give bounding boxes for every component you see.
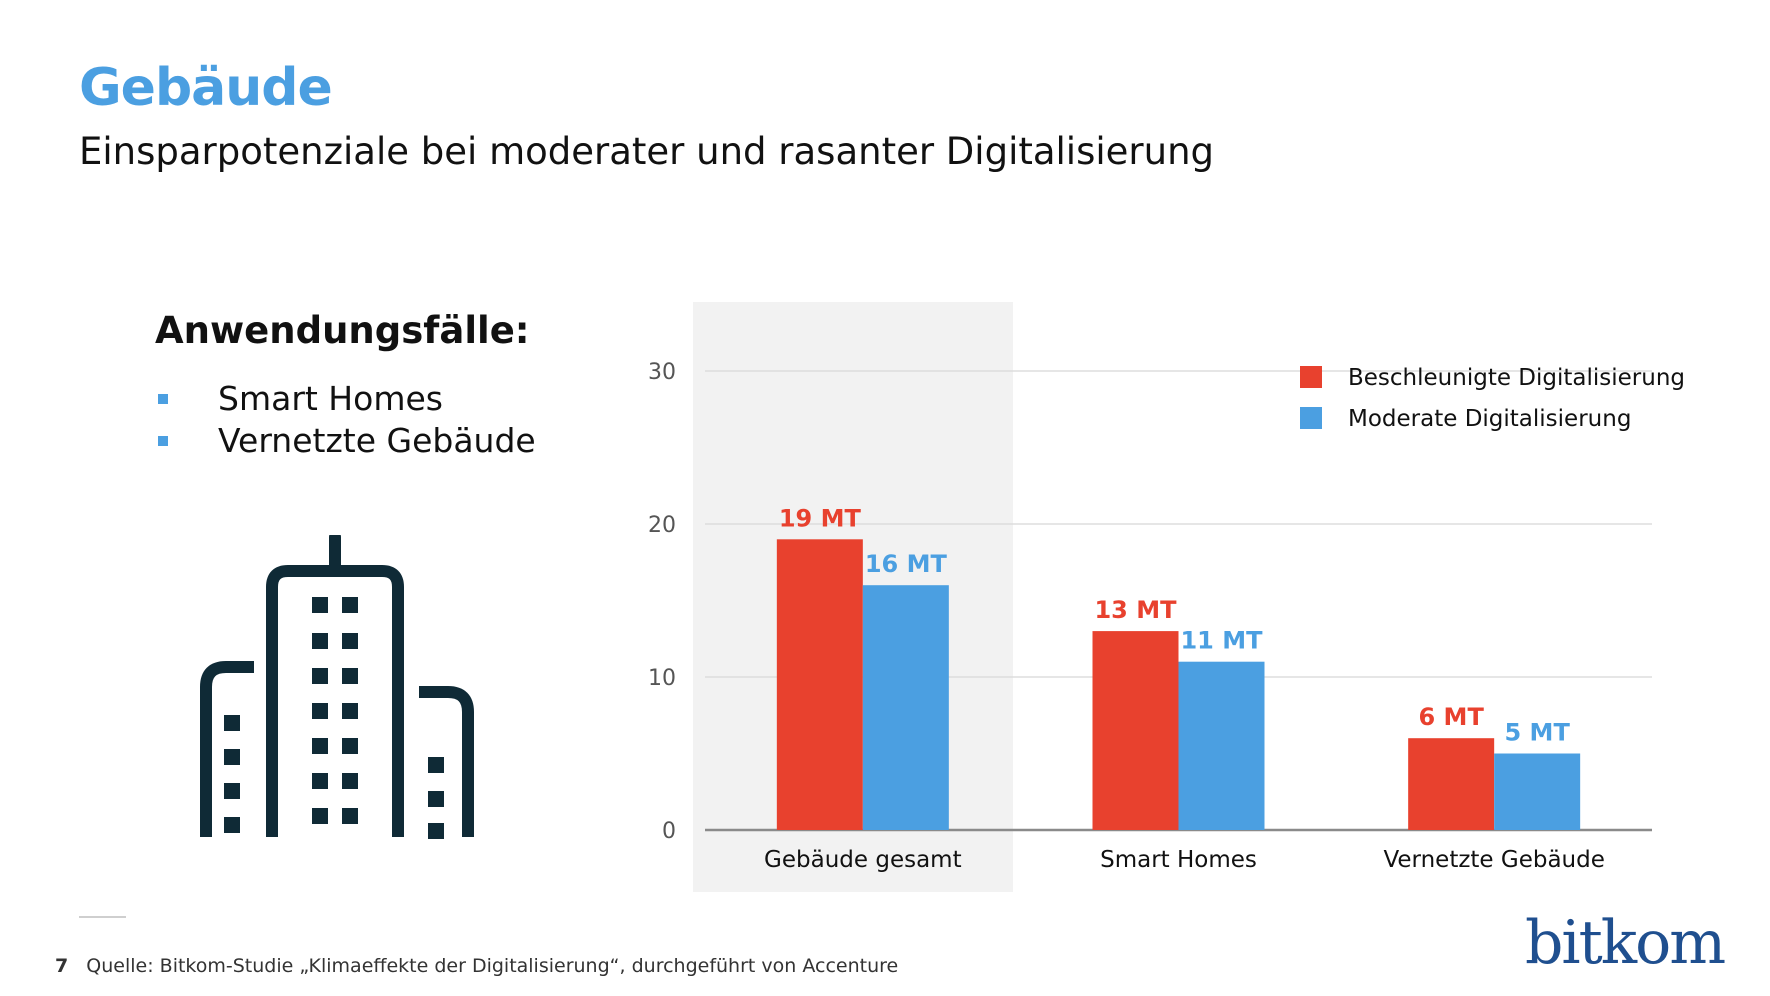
legend-swatch: [1300, 407, 1322, 429]
bar-value-label: 16 MT: [865, 550, 948, 578]
bar-value-label: 19 MT: [779, 504, 862, 532]
legend-label: Moderate Digitalisierung: [1348, 406, 1631, 432]
tower-outline: [266, 565, 404, 837]
use-cases-heading: Anwendungsfälle:: [155, 309, 530, 352]
window: [224, 749, 240, 765]
bar: [1178, 661, 1265, 830]
right-wing-outline: [419, 686, 474, 837]
x-tick-label: Vernetzte Gebäude: [1383, 847, 1604, 873]
bar: [1092, 631, 1179, 830]
x-tick-label: Smart Homes: [1100, 847, 1257, 873]
window: [312, 633, 328, 649]
footer-divider: [79, 916, 126, 918]
window: [428, 757, 444, 773]
window: [312, 738, 328, 754]
window: [342, 738, 358, 754]
bar-value-label: 5 MT: [1505, 719, 1571, 747]
page-number: 7: [55, 955, 69, 977]
building-icon: [200, 535, 474, 839]
use-case-label: Vernetzte Gebäude: [218, 421, 536, 460]
window: [428, 791, 444, 807]
source-text: Quelle: Bitkom-Studie „Klimaeffekte der …: [86, 955, 899, 977]
window: [224, 817, 240, 833]
bar-value-label: 6 MT: [1419, 703, 1485, 731]
slide-subtitle: Einsparpotenziale bei moderater und rasa…: [79, 130, 1215, 173]
window: [428, 823, 444, 839]
window: [342, 668, 358, 684]
legend-swatch: [1300, 366, 1322, 388]
window: [312, 808, 328, 824]
window: [312, 597, 328, 613]
window: [312, 773, 328, 789]
bar: [1408, 738, 1495, 830]
bar-value-label: 13 MT: [1094, 596, 1177, 624]
y-tick-label: 20: [648, 513, 676, 538]
bar-value-label: 11 MT: [1180, 627, 1263, 655]
y-tick-label: 30: [648, 360, 676, 385]
bar: [1494, 753, 1581, 830]
bitkom-logo: bitkom: [1525, 908, 1726, 978]
window: [312, 668, 328, 684]
window: [342, 773, 358, 789]
source-footer: 7 Quelle: Bitkom-Studie „Klimaeffekte de…: [55, 955, 898, 977]
window: [342, 808, 358, 824]
legend-label: Beschleunigte Digitalisierung: [1348, 365, 1685, 391]
window: [342, 703, 358, 719]
window: [224, 715, 240, 731]
window: [342, 597, 358, 613]
window: [342, 633, 358, 649]
x-tick-label: Gebäude gesamt: [764, 847, 962, 873]
bar: [862, 585, 949, 830]
left-wing-outline: [200, 661, 254, 837]
use-case-label: Smart Homes: [218, 379, 443, 418]
bar: [776, 539, 863, 830]
square-bullet-icon: [158, 436, 168, 446]
square-bullet-icon: [158, 394, 168, 404]
window: [224, 783, 240, 799]
window: [312, 703, 328, 719]
y-tick-label: 0: [662, 819, 676, 844]
slide-title: Gebäude: [79, 58, 333, 118]
y-tick-label: 10: [648, 666, 676, 691]
